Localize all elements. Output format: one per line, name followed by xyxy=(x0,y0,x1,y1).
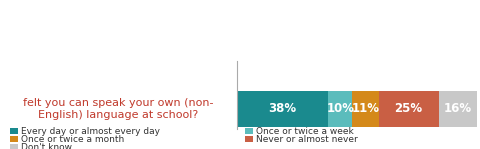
Bar xyxy=(379,91,439,127)
Bar xyxy=(439,91,477,127)
Bar xyxy=(10,144,18,149)
Bar xyxy=(10,128,18,134)
Bar xyxy=(352,91,379,127)
Text: 25%: 25% xyxy=(395,103,423,115)
Text: Once or twice a month: Once or twice a month xyxy=(21,135,124,143)
Bar xyxy=(245,128,253,134)
Text: Never or almost never: Never or almost never xyxy=(256,135,358,143)
Text: Once or twice a week: Once or twice a week xyxy=(256,127,354,135)
Bar xyxy=(237,91,328,127)
Text: 10%: 10% xyxy=(326,103,354,115)
Bar xyxy=(328,91,352,127)
Text: Don't know: Don't know xyxy=(21,142,72,149)
Text: 16%: 16% xyxy=(444,103,472,115)
Bar xyxy=(245,136,253,142)
Text: felt you can speak your own (non-
English) language at school?: felt you can speak your own (non- Englis… xyxy=(23,98,214,120)
Text: 38%: 38% xyxy=(268,103,297,115)
Text: 11%: 11% xyxy=(351,103,379,115)
Text: Every day or almost every day: Every day or almost every day xyxy=(21,127,160,135)
Bar xyxy=(10,136,18,142)
